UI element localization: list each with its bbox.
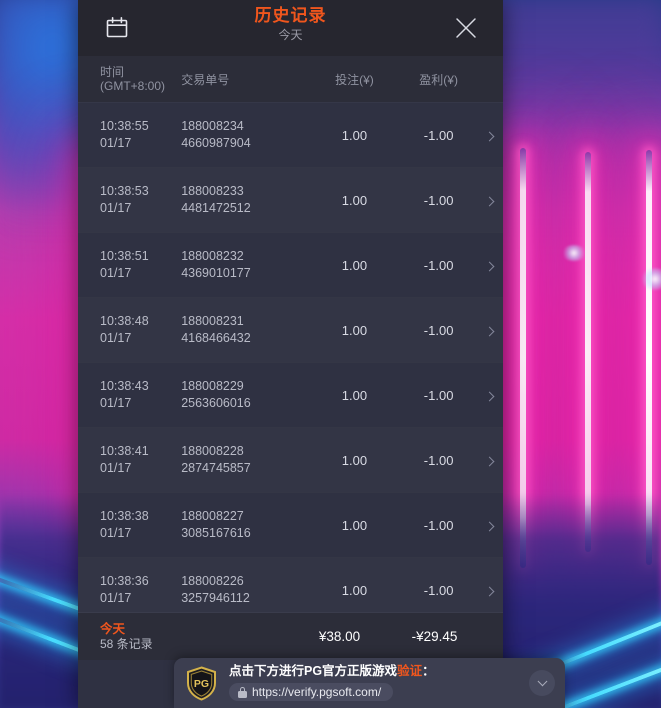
cell-order-id: 188008226 3257946112 <box>181 574 250 605</box>
column-header-time: 时间 (GMT+8:00) <box>100 65 166 93</box>
cell-profit: -1.00 <box>423 582 454 598</box>
chevron-right-icon[interactable] <box>478 192 503 209</box>
table-row[interactable]: 10:38:51 01/17 188008232 4369010177 1.00 -1.0… <box>78 233 503 298</box>
cell-order-id: 188008232 4369010177 <box>181 249 251 280</box>
cell-time: 10:38:43 01/17 <box>100 379 149 410</box>
cell-profit: -1.00 <box>423 192 454 208</box>
column-header-order: 交易单号 <box>181 72 230 87</box>
footer-total-profit: -¥29.45 <box>411 629 458 644</box>
table-row[interactable]: 10:38:53 01/17 188008233 4481472512 1.00 -1.0… <box>78 168 503 233</box>
cell-profit: -1.00 <box>423 387 454 403</box>
verify-text-highlight: 验证 <box>397 664 423 679</box>
footer-record-count: 58 条记录 <box>100 636 153 651</box>
cell-order-id: 188008229 2563606016 <box>181 379 251 410</box>
history-table-body[interactable]: 10:38:55 01/17 188008234 4660987904 1.00 -1.0… <box>78 103 503 708</box>
cell-time: 10:38:48 01/17 <box>100 314 149 345</box>
chevron-right-icon[interactable] <box>478 257 503 274</box>
modal-title-block: 历史记录 今天 <box>78 5 503 43</box>
table-row[interactable]: 10:38:55 01/17 188008234 4660987904 1.00 -1.0… <box>78 103 503 168</box>
pg-shield-icon: PG <box>186 665 217 701</box>
verify-url-pill[interactable]: https://verify.pgsoft.com/ <box>229 683 394 702</box>
light-flare <box>640 268 661 290</box>
cell-time: 10:38:36 01/17 <box>100 574 149 605</box>
cell-bet: 1.00 <box>341 127 368 143</box>
cell-profit: -1.00 <box>423 452 454 468</box>
chevron-right-icon[interactable] <box>478 452 503 469</box>
cell-time: 10:38:53 01/17 <box>100 184 149 215</box>
column-header-bet: 投注(¥) <box>335 72 374 87</box>
table-header: 时间 (GMT+8:00) 交易单号 投注(¥) 盈利(¥) <box>78 56 503 103</box>
cell-order-id: 188008231 4168466432 <box>181 314 251 345</box>
footer-period-block: 今天 58 条记录 <box>78 622 182 652</box>
footer-period-label: 今天 <box>100 621 126 636</box>
page-title: 历史记录 <box>254 6 327 25</box>
chevron-right-icon[interactable] <box>478 322 503 339</box>
calendar-icon[interactable] <box>100 11 134 45</box>
verify-instruction: 点击下方进行PG官方正版游戏验证： <box>229 663 529 680</box>
close-icon[interactable] <box>449 11 483 45</box>
cell-profit: -1.00 <box>423 127 454 143</box>
neon-beam <box>520 148 526 568</box>
cell-bet: 1.00 <box>341 192 368 208</box>
cell-order-id: 188008228 2874745857 <box>181 444 251 475</box>
cell-time: 10:38:55 01/17 <box>100 119 149 150</box>
verify-text-before: 点击下方进行PG官方正版游戏 <box>229 664 398 679</box>
cell-time: 10:38:38 01/17 <box>100 509 149 540</box>
column-header-profit: 盈利(¥) <box>419 72 458 87</box>
chevron-down-icon[interactable] <box>529 670 555 696</box>
cell-bet: 1.00 <box>341 257 368 273</box>
cell-bet: 1.00 <box>341 517 368 533</box>
page-subtitle: 今天 <box>278 28 303 42</box>
history-modal: 历史记录 今天 时间 (GMT+8:00) 交易单号 投注(¥) 盈利(¥) 1… <box>78 0 565 708</box>
cell-bet: 1.00 <box>341 387 368 403</box>
cell-profit: -1.00 <box>423 322 454 338</box>
table-footer-summary: 今天 58 条记录 ¥38.00 -¥29.45 <box>78 612 503 660</box>
verify-url-text: https://verify.pgsoft.com/ <box>252 685 382 700</box>
cell-time: 10:38:51 01/17 <box>100 249 149 280</box>
svg-text:PG: PG <box>194 678 209 690</box>
cell-order-id: 188008234 4660987904 <box>181 119 251 150</box>
table-row[interactable]: 10:38:48 01/17 188008231 4168466432 1.00 -1.0… <box>78 298 503 363</box>
cell-time: 10:38:41 01/17 <box>100 444 149 475</box>
cell-order-id: 188008233 4481472512 <box>181 184 251 215</box>
modal-titlebar: 历史记录 今天 <box>78 0 503 56</box>
verify-text-after: ： <box>422 664 435 679</box>
light-flare <box>561 245 587 261</box>
chevron-right-icon[interactable] <box>478 127 503 144</box>
table-row[interactable]: 10:38:38 01/17 188008227 3085167616 1.00 -1.0… <box>78 493 503 558</box>
chevron-right-icon[interactable] <box>478 582 503 599</box>
footer-total-bet: ¥38.00 <box>318 629 361 644</box>
lock-icon <box>238 686 247 698</box>
verify-banner[interactable]: PG 点击下方进行PG官方正版游戏验证： https://verify.pgso… <box>174 658 565 708</box>
verify-banner-texts: 点击下方进行PG官方正版游戏验证： https://verify.pgsoft.… <box>217 663 529 703</box>
neon-beam <box>646 150 652 565</box>
chevron-right-icon[interactable] <box>478 517 503 534</box>
cell-bet: 1.00 <box>341 452 368 468</box>
cell-profit: -1.00 <box>423 517 454 533</box>
table-row[interactable]: 10:38:43 01/17 188008229 2563606016 1.00 -1.0… <box>78 363 503 428</box>
cell-bet: 1.00 <box>341 582 368 598</box>
cell-bet: 1.00 <box>341 322 368 338</box>
neon-beam <box>585 152 591 552</box>
cell-order-id: 188008227 3085167616 <box>181 509 251 540</box>
cell-profit: -1.00 <box>423 257 454 273</box>
table-row[interactable]: 10:38:41 01/17 188008228 2874745857 1.00 -1.0… <box>78 428 503 493</box>
chevron-right-icon[interactable] <box>478 387 503 404</box>
